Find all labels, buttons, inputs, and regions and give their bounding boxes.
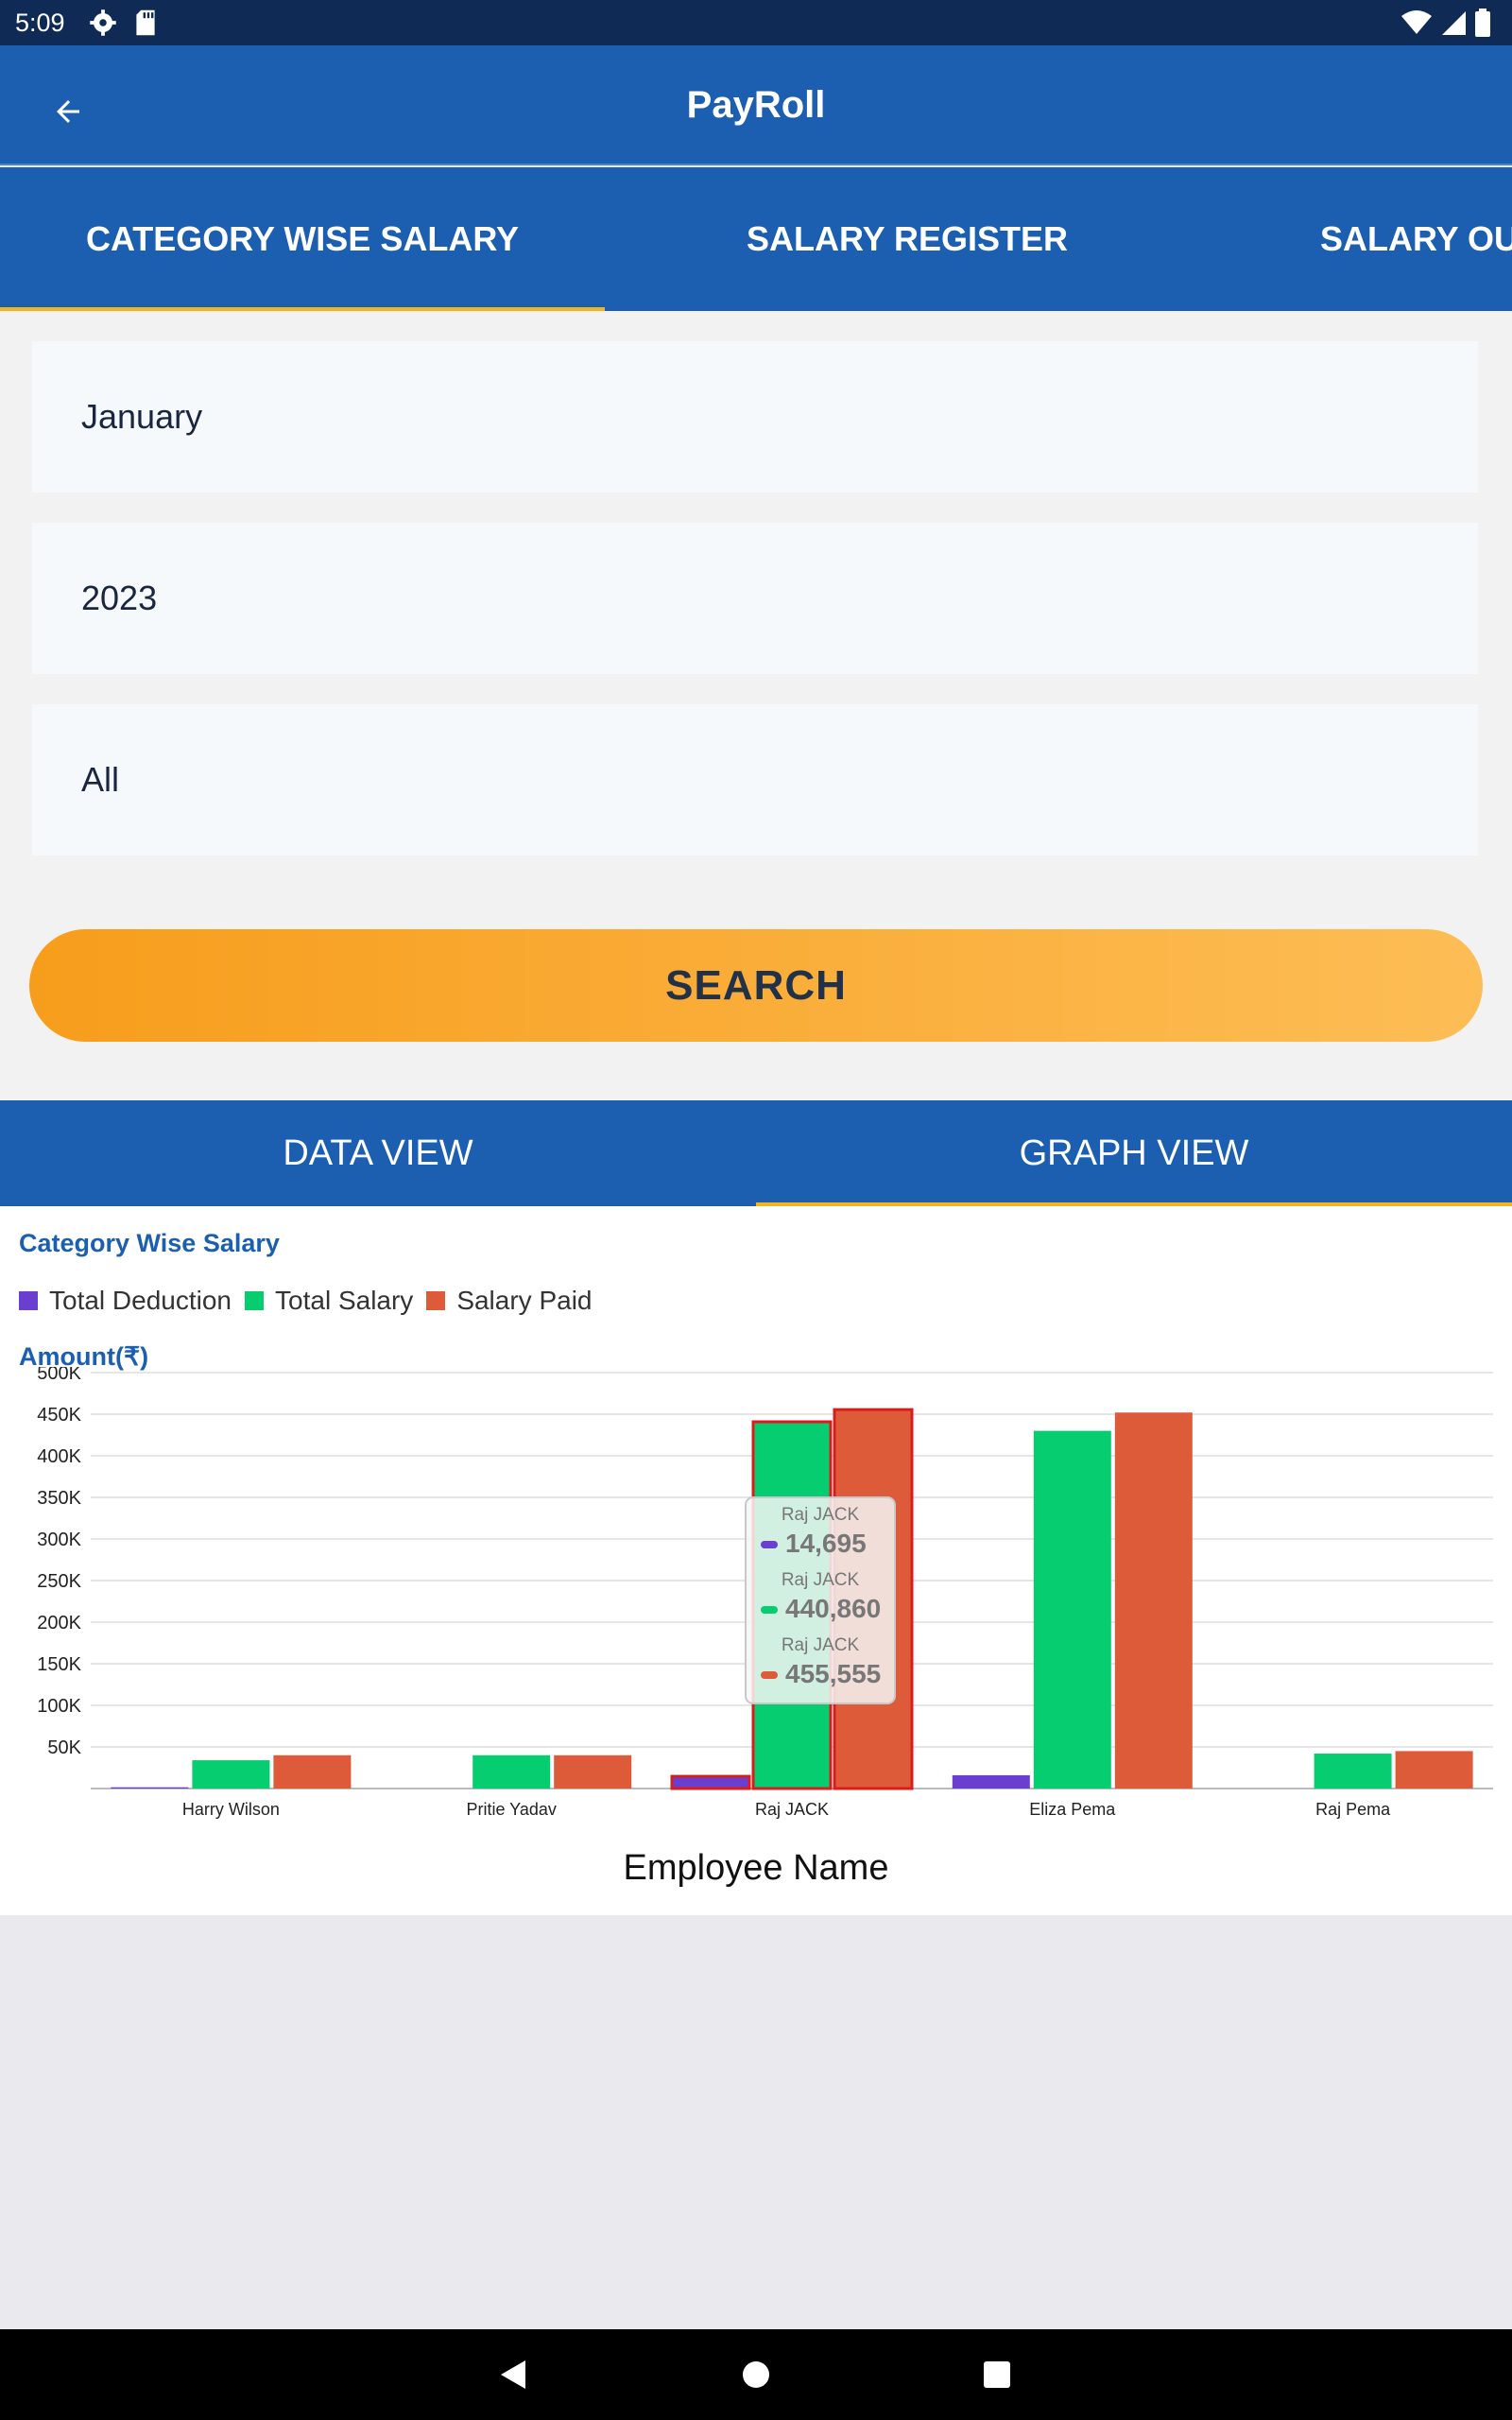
page-title: PayRoll: [686, 84, 826, 126]
bar-salary-paid: [554, 1754, 632, 1789]
tab-graph-view[interactable]: GRAPH VIEW: [756, 1100, 1512, 1206]
tab-data-view[interactable]: DATA VIEW: [283, 1133, 473, 1173]
circle-home-icon: [743, 2361, 769, 2388]
chart-top-mask: [0, 1344, 1512, 1367]
status-icons-right: [1400, 8, 1491, 38]
y-tick-label: 500K: [37, 1363, 81, 1384]
y-tick-label: 250K: [37, 1571, 81, 1592]
legend-swatch-deduction: [19, 1291, 38, 1310]
year-dropdown[interactable]: 2023: [32, 523, 1478, 674]
month-dropdown[interactable]: January: [32, 341, 1478, 493]
bar-salary-paid: [273, 1754, 352, 1789]
tab-category-wise-salary[interactable]: CATEGORY WISE SALARY: [0, 167, 605, 311]
nav-back-button[interactable]: [490, 2352, 535, 2397]
tooltip-swatch: [761, 1541, 778, 1548]
tab-salary-out[interactable]: SALARY OUT: [1320, 219, 1512, 258]
x-tick-label: Harry Wilson: [182, 1800, 280, 1819]
bar-salary-paid: [1395, 1751, 1473, 1789]
battery-icon: [1475, 9, 1490, 37]
status-time: 5:09: [15, 9, 65, 37]
bar-total-deduction: [952, 1774, 1030, 1789]
legend-swatch-salary-paid: [426, 1291, 446, 1310]
app-bar: PayRoll: [0, 45, 1512, 165]
bar-total-salary: [192, 1760, 270, 1789]
tooltip-value: 14,695: [785, 1529, 867, 1558]
legend-swatch-total-salary: [245, 1291, 265, 1310]
nav-recents-button[interactable]: [974, 2352, 1020, 2397]
y-tick-label: 150K: [37, 1654, 81, 1675]
bar-total-salary: [1314, 1754, 1392, 1789]
report-tabs: CATEGORY WISE SALARY SALARY REGISTER SAL…: [0, 167, 1512, 311]
tooltip-value: 455,555: [785, 1659, 881, 1688]
triangle-back-icon: [501, 2360, 525, 2389]
x-axis-title: Employee Name: [624, 1848, 889, 1888]
tooltip-series-label: Raj JACK: [782, 1505, 860, 1525]
y-tick-label: 350K: [37, 1488, 81, 1509]
tooltip-swatch: [761, 1606, 778, 1614]
tooltip-series-label: Raj JACK: [782, 1635, 860, 1655]
tooltip-swatch: [761, 1671, 778, 1679]
y-tick-label: 450K: [37, 1405, 81, 1426]
view-tabs: DATA VIEW GRAPH VIEW: [0, 1100, 1512, 1206]
search-button[interactable]: SEARCH: [29, 929, 1483, 1042]
y-tick-label: 400K: [37, 1446, 81, 1467]
legend-item-total-deduction[interactable]: Total Deduction: [19, 1286, 232, 1316]
filter-panel: January 2023 All SEARCH: [0, 311, 1512, 1100]
y-tick-label: 50K: [47, 1737, 81, 1758]
y-tick-label: 200K: [37, 1613, 81, 1634]
back-button[interactable]: [42, 85, 94, 138]
y-tick-label: 300K: [37, 1530, 81, 1550]
x-tick-label: Raj Pema: [1315, 1800, 1391, 1819]
bar-total-salary: [1033, 1430, 1111, 1789]
arrow-left-icon: [57, 100, 79, 123]
legend-item-total-salary[interactable]: Total Salary: [245, 1286, 413, 1316]
tab-salary-register[interactable]: SALARY REGISTER: [746, 219, 1069, 258]
square-recents-icon: [984, 2361, 1010, 2388]
chart-title: Category Wise Salary: [19, 1229, 280, 1257]
signal-icon: [1442, 11, 1466, 35]
tooltip-value: 440,860: [785, 1594, 881, 1623]
settings-icon: [90, 9, 116, 36]
x-tick-label: Raj JACK: [755, 1800, 829, 1819]
x-tick-label: Pritie Yadav: [467, 1800, 557, 1819]
y-axis-title-overlay: Amount(₹): [19, 1342, 148, 1371]
nav-home-button[interactable]: [733, 2352, 779, 2397]
legend-label: Total Salary: [275, 1286, 414, 1315]
wifi-icon: [1401, 10, 1432, 34]
bar-chart: Amount(₹) 50K 100K 150K 200K 250K 300K 350K 400K…: [0, 1342, 1512, 1888]
bar-total-salary: [472, 1754, 551, 1789]
chart-legend: Total Deduction Total Salary Salary Paid: [19, 1286, 606, 1316]
status-bar: 5:09: [0, 0, 1512, 45]
tooltip-box: [745, 1496, 896, 1704]
legend-label: Salary Paid: [456, 1286, 593, 1315]
bar-salary-paid: [1114, 1412, 1193, 1789]
y-tick-label: 100K: [37, 1696, 81, 1717]
system-nav-bar: [0, 2329, 1512, 2420]
bar-total-deduction: [111, 1787, 189, 1789]
sd-card-icon: [136, 9, 155, 36]
category-dropdown[interactable]: All: [32, 704, 1478, 856]
bar-total-deduction: [670, 1774, 751, 1790]
legend-label: Total Deduction: [49, 1286, 232, 1315]
x-tick-label: Eliza Pema: [1029, 1800, 1116, 1819]
status-icons-left: [89, 8, 157, 38]
chart-card: Category Wise Salary Total Deduction Tot…: [0, 1206, 1512, 1915]
legend-item-salary-paid[interactable]: Salary Paid: [426, 1286, 593, 1316]
tooltip-series-label: Raj JACK: [782, 1570, 860, 1590]
